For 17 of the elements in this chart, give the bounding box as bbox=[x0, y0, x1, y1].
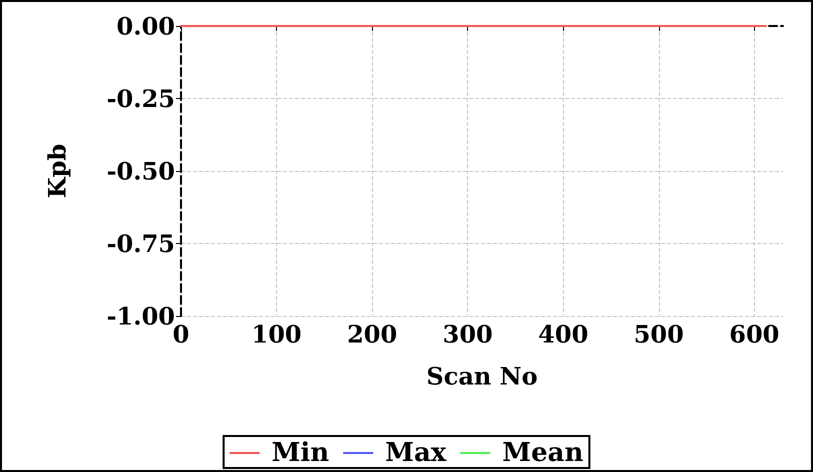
legend-label: Mean bbox=[502, 438, 584, 468]
x-tick-label: 300 bbox=[442, 320, 493, 348]
x-tick-label: 500 bbox=[634, 320, 684, 348]
x-tick-label: 100 bbox=[252, 320, 302, 348]
y-tick-label: -1.00 bbox=[106, 302, 175, 330]
y-tick-label: -0.50 bbox=[106, 156, 175, 186]
legend-label: Max bbox=[385, 438, 447, 468]
x-tick-label: 0 bbox=[172, 320, 190, 348]
legend-label: Min bbox=[272, 438, 330, 468]
y-tick-label: -0.25 bbox=[106, 84, 175, 113]
x-tick-label: 200 bbox=[347, 320, 398, 348]
y-tick-label: 0.00 bbox=[116, 12, 175, 40]
y-axis-title: Kpb bbox=[42, 144, 72, 198]
x-tick-label: 600 bbox=[729, 320, 780, 348]
y-tick-label: -0.75 bbox=[106, 229, 175, 258]
x-axis-title: Scan No bbox=[426, 362, 538, 390]
x-tick-label: 400 bbox=[538, 320, 588, 348]
